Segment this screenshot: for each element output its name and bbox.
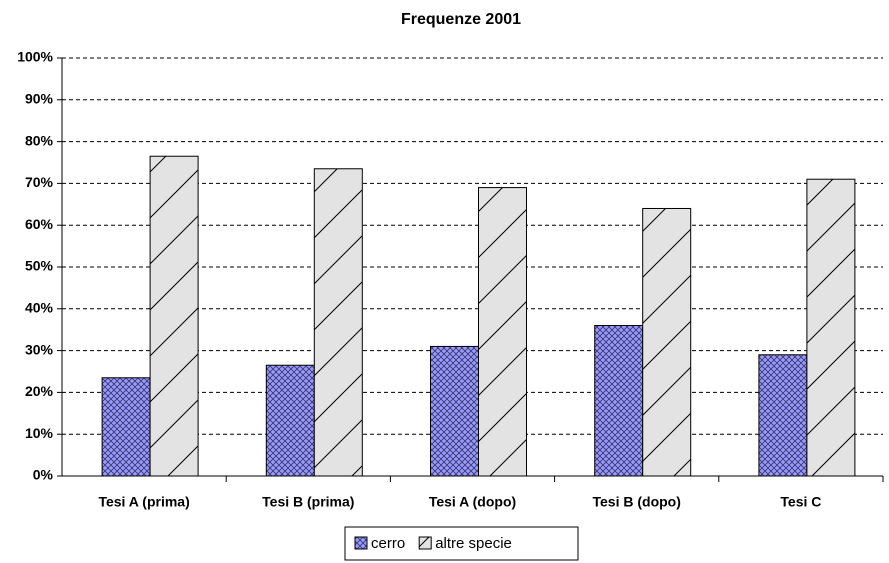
bar [265,364,315,477]
bar [313,168,363,477]
y-tick-label: 60% [25,216,54,232]
y-tick-label: 70% [25,174,54,190]
y-tick-label: 0% [33,467,54,483]
bar [758,354,808,477]
y-tick-label: 30% [25,341,54,357]
bar [594,325,644,477]
y-tick-label: 100% [17,49,53,65]
bar [430,345,479,477]
chart-title: Frequenze 2001 [401,11,521,28]
x-tick-label: Tesi B (prima) [262,494,354,510]
y-tick-label: 90% [25,91,54,107]
bar [149,155,199,477]
bar [101,377,151,477]
y-tick-label: 10% [25,425,54,441]
legend [344,526,579,561]
x-tick-label: Tesi A (prima) [98,494,189,510]
bar [478,187,527,477]
x-tick-label: Tesi B (dopo) [592,494,680,510]
legend-swatch [418,536,432,550]
legend-swatch [354,536,368,550]
legend-label: altre specie [435,535,512,552]
y-tick-label: 80% [25,132,54,148]
x-tick-label: Tesi A (dopo) [429,494,516,510]
legend-label: cerro [371,535,405,552]
y-tick-label: 40% [25,300,54,316]
bar [642,207,692,477]
y-tick-label: 20% [25,383,54,399]
x-tick-label: Tesi C [780,494,821,510]
bar [806,178,856,477]
y-tick-label: 50% [25,258,54,274]
